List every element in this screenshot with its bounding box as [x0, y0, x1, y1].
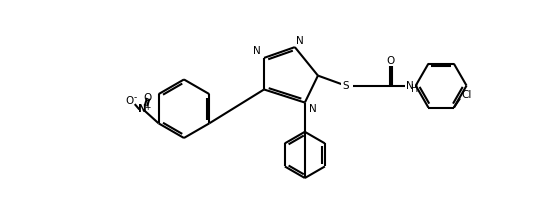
- Text: O: O: [125, 96, 133, 106]
- Text: N: N: [253, 46, 261, 56]
- Text: +: +: [144, 104, 151, 112]
- Text: S: S: [343, 81, 349, 91]
- Text: Cl: Cl: [462, 90, 472, 100]
- Text: N: N: [296, 36, 304, 46]
- Text: H: H: [411, 84, 418, 94]
- Text: N: N: [406, 81, 413, 91]
- Text: -: -: [133, 93, 136, 102]
- Text: O: O: [144, 93, 152, 103]
- Text: N: N: [310, 104, 317, 114]
- Text: N: N: [138, 105, 147, 115]
- Text: O: O: [386, 56, 394, 66]
